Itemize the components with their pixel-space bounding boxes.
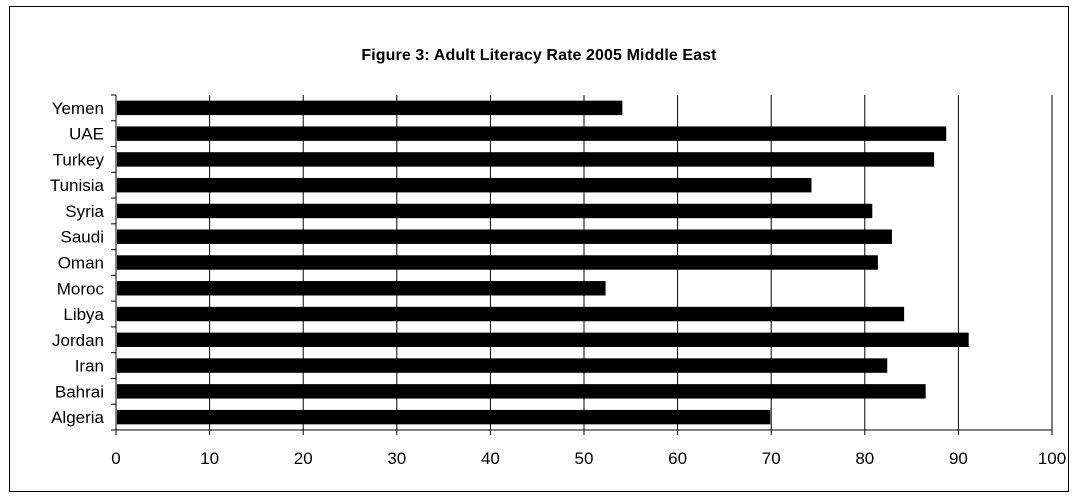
category-label-jordan: Jordan (52, 331, 104, 350)
axes (111, 94, 1053, 435)
category-label-syria: Syria (65, 202, 104, 221)
labels: Algeria Bahrai Iran Jordan Libya Moroc Oman Sau… (50, 99, 1066, 468)
category-label-iran: Iran (75, 357, 104, 376)
x-tick-label-40: 40 (481, 449, 500, 468)
bar-yemen (117, 100, 623, 116)
bar-saudi (117, 229, 892, 244)
x-tick-label-10: 10 (200, 449, 219, 468)
category-label-libya: Libya (63, 305, 104, 324)
x-tick-label-50: 50 (575, 449, 594, 468)
category-label-oman: Oman (58, 254, 104, 273)
category-label-algeria: Algeria (51, 408, 104, 427)
bar-bahrai (117, 384, 926, 399)
category-label-moroc: Moroc (57, 279, 105, 298)
bar-tunisia (117, 177, 812, 193)
bar-uae (117, 126, 947, 141)
category-label-turkey: Turkey (53, 150, 105, 169)
bar-moroc (117, 281, 606, 296)
x-tick-label-30: 30 (387, 449, 406, 468)
category-label-uae: UAE (69, 125, 104, 144)
x-tick-label-70: 70 (762, 449, 781, 468)
bar-libya (117, 306, 905, 322)
x-tick-label-20: 20 (294, 449, 313, 468)
bar-turkey (117, 152, 935, 167)
x-tick-label-100: 100 (1038, 449, 1066, 468)
chart-title: Figure 3: Adult Literacy Rate 2005 Middl… (361, 47, 717, 64)
x-tick-label-0: 0 (111, 449, 120, 468)
category-label-tunisia: Tunisia (50, 176, 105, 195)
category-label-bahrai: Bahrai (55, 382, 104, 401)
bar-syria (117, 203, 873, 219)
x-tick-label-80: 80 (855, 449, 874, 468)
bar-iran (117, 358, 888, 373)
bar-oman (117, 255, 878, 270)
bars (117, 100, 969, 425)
category-label-saudi: Saudi (61, 228, 104, 247)
x-tick-label-60: 60 (668, 449, 687, 468)
x-tick-label-90: 90 (949, 449, 968, 468)
category-label-yemen: Yemen (52, 99, 104, 118)
bar-algeria (117, 409, 771, 425)
bar-jordan (117, 332, 969, 348)
